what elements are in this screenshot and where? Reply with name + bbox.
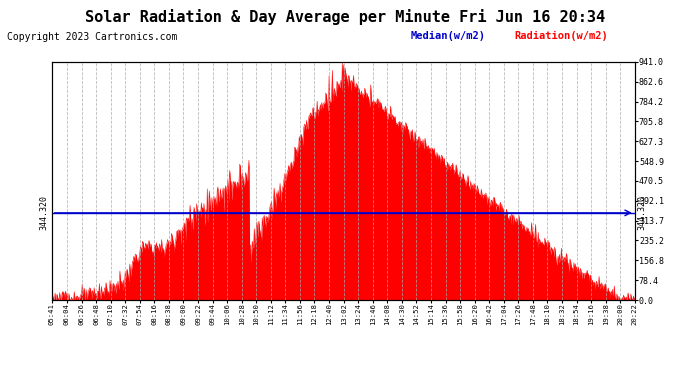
Text: 344.320: 344.320	[638, 195, 647, 230]
Text: Solar Radiation & Day Average per Minute Fri Jun 16 20:34: Solar Radiation & Day Average per Minute…	[85, 9, 605, 26]
Text: Median(w/m2): Median(w/m2)	[411, 31, 486, 41]
Text: Radiation(w/m2): Radiation(w/m2)	[514, 31, 608, 41]
Text: 344.320: 344.320	[40, 195, 49, 230]
Text: Copyright 2023 Cartronics.com: Copyright 2023 Cartronics.com	[7, 32, 177, 42]
